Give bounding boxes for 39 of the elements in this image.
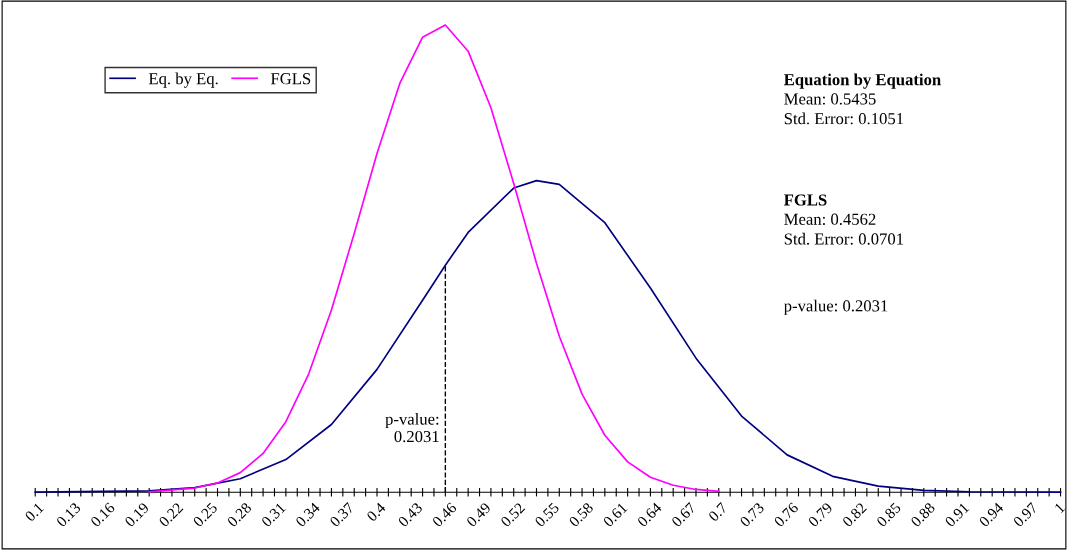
x-tick-label: 0.91 xyxy=(944,502,970,528)
x-tick-label: 0.64 xyxy=(636,501,663,528)
x-tick-label: 0.85 xyxy=(876,502,902,528)
annotation: p-value: 0.2031 xyxy=(783,299,888,315)
x-tick-label: 0.37 xyxy=(329,501,355,528)
x-tick-label: 0.67 xyxy=(670,501,697,528)
x-tick-label: 0.25 xyxy=(192,502,218,528)
annotation: p-value: 0.2031 xyxy=(385,412,439,443)
annotation: Mean: 0.4562 Std. Error: 0.0701 xyxy=(784,213,904,245)
x-tick-label: 0.43 xyxy=(397,502,423,528)
x-tick-label: 1 xyxy=(1054,502,1066,514)
x-tick-label: 0.4 xyxy=(366,501,387,523)
legend-label: FGLS xyxy=(270,73,311,85)
annotation: FGLS xyxy=(783,194,827,206)
annotation: Mean: 0.5435 Std. Error: 0.1051 xyxy=(784,93,904,125)
x-tick-label: 0.52 xyxy=(500,502,526,528)
x-tick-label: 0.82 xyxy=(841,502,868,528)
x-tick-label: 0.22 xyxy=(158,502,184,528)
x-tick-label: 0.94 xyxy=(978,501,1005,528)
x-tick-label: 0.13 xyxy=(55,502,82,528)
x-tick-label: 0.7 xyxy=(707,501,728,523)
legend-label: Eq. by Eq. xyxy=(148,72,218,88)
x-tick-label: 0.49 xyxy=(465,502,492,528)
x-tick-label: 0.73 xyxy=(739,502,765,528)
x-tick-label: 0.16 xyxy=(89,501,116,528)
x-tick-label: 0.55 xyxy=(534,502,560,528)
x-tick-label: 0.19 xyxy=(124,502,150,528)
x-tick-label: 0.31 xyxy=(260,502,287,528)
x-tick-label: 0.61 xyxy=(602,502,628,528)
x-tick-label: 0.88 xyxy=(910,502,936,528)
x-tick-label: 0.28 xyxy=(226,502,253,528)
annotation: Equation by Equation xyxy=(783,73,941,89)
x-tick-label: 0.97 xyxy=(1012,501,1039,528)
x-tick-label: 0.46 xyxy=(431,501,458,528)
x-tick-label: 0.79 xyxy=(807,502,834,528)
x-tick-label: 0.34 xyxy=(295,501,321,528)
x-tick-label: 0.76 xyxy=(773,501,799,528)
x-tick-label: 0.1 xyxy=(24,502,45,523)
x-tick-label: 0.58 xyxy=(568,502,594,528)
